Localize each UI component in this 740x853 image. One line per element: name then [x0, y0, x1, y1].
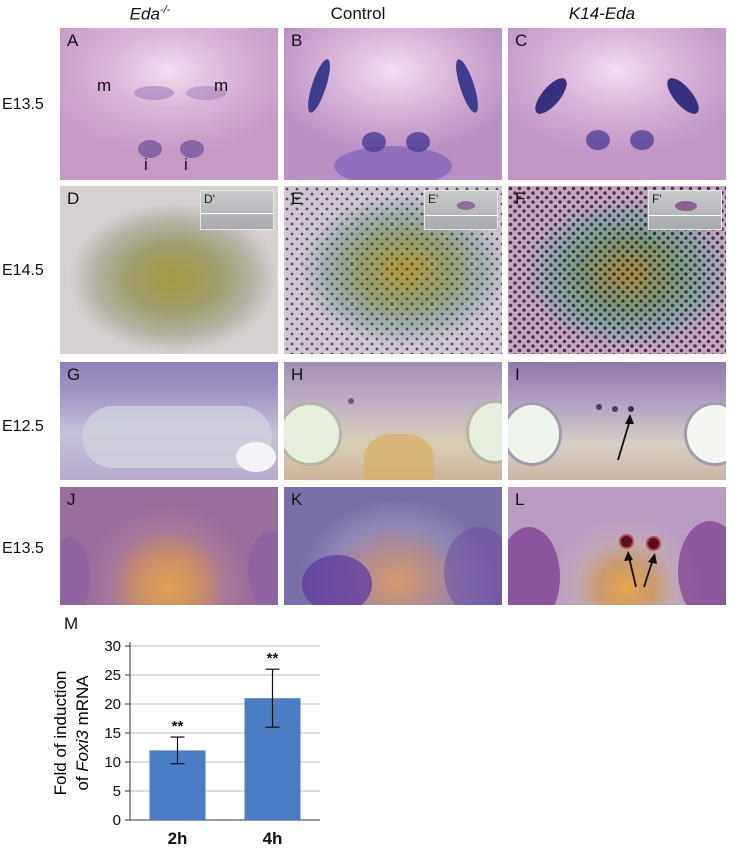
y-tick-label: 0 — [113, 812, 121, 829]
panel-label-g: G — [67, 365, 81, 384]
eye-region — [508, 402, 562, 466]
y-tick-label: 20 — [104, 696, 121, 713]
molar-stain-left — [303, 57, 335, 115]
tissue-area — [364, 434, 434, 480]
tissue-area — [444, 527, 502, 605]
panel-b: B — [284, 28, 502, 180]
inset-f-prime: F' — [648, 190, 722, 230]
incisor-bud — [406, 132, 430, 152]
panel-label-a: A — [67, 31, 79, 50]
arrow-icon — [624, 551, 657, 588]
molar-label-right: m — [214, 76, 229, 95]
placode-stain — [457, 201, 475, 210]
incisor-label-right: i — [184, 155, 188, 174]
y-tick-label: 10 — [104, 754, 121, 771]
column-header-control: Control — [330, 4, 386, 23]
panel-label-c: C — [515, 31, 528, 50]
molar-stain-left — [529, 73, 573, 119]
incisor-bud — [630, 130, 654, 150]
row-label-e12-5: E12.5 — [2, 418, 44, 435]
row-label-e13-5-b: E13.5 — [2, 540, 44, 557]
fold-induction-chart: 0 5 10 15 20 25 30 ** 2h ** 4h Fold of induction of … — [51, 638, 320, 848]
arrow-icon — [617, 414, 634, 461]
panel-label-e: E — [291, 189, 303, 208]
panel-label-h: H — [291, 365, 304, 384]
column-header-k14-eda: K14-Eda — [568, 4, 636, 23]
panel-c: C — [508, 28, 726, 180]
placode-stain — [675, 201, 697, 211]
panel-label-l: L — [515, 490, 525, 509]
molar-stain-right — [661, 73, 705, 119]
stain-spot — [612, 406, 618, 412]
incisor-label-left: i — [144, 155, 148, 174]
panel-j: J — [60, 487, 278, 605]
tissue-area — [248, 531, 278, 605]
stain-spot — [648, 538, 659, 549]
epithelium-line — [649, 215, 721, 216]
molar-label-left: m — [97, 76, 112, 95]
panel-e: E' E — [284, 186, 502, 354]
y-tick-label: 30 — [104, 638, 121, 655]
stain-spot — [134, 86, 174, 100]
incisor-bud — [586, 130, 610, 150]
eye-region — [684, 402, 726, 466]
incisor-bud — [138, 140, 162, 158]
row-label-e14-5: E14.5 — [2, 262, 44, 279]
inset-e-prime: E' — [424, 190, 498, 230]
y-tick-label: 15 — [104, 725, 121, 742]
panel-d: D' D — [60, 186, 278, 354]
stain-spot — [628, 406, 634, 412]
column-header-eda-ko: Eda-/- — [129, 4, 171, 24]
inset-label-e-prime: E' — [428, 192, 439, 206]
y-axis-label-line1: Fold of induction — [51, 671, 70, 796]
panel-label-b: B — [291, 31, 303, 50]
incisor-bud — [362, 132, 386, 152]
x-tick-label: 2h — [168, 829, 188, 848]
stain-spot — [596, 404, 602, 410]
y-tick-label: 25 — [104, 667, 121, 684]
panel-label-k: K — [291, 490, 303, 509]
chart-panel-label: M — [64, 614, 79, 633]
epithelium-line — [201, 213, 273, 214]
inset-label-d-prime: D' — [204, 192, 215, 206]
inset-d-prime: D' — [200, 190, 274, 230]
eye-region — [466, 400, 502, 464]
panel-f: F' F — [508, 186, 726, 354]
significance-label: ** — [267, 650, 279, 667]
eye-region — [236, 442, 276, 472]
y-axis-label-group: Fold of induction of Foxi3 mRNA — [51, 671, 92, 796]
incisor-region-stain — [334, 146, 452, 180]
panel-k: K — [284, 487, 502, 605]
x-tick-label: 4h — [263, 829, 283, 848]
molar-stain-right — [451, 57, 483, 115]
y-axis-label-line2: of Foxi3 mRNA — [73, 675, 92, 791]
significance-label: ** — [172, 718, 184, 735]
panel-l: L — [508, 487, 726, 605]
panel-label-j: J — [67, 490, 76, 509]
panel-i: I — [508, 362, 726, 480]
incisor-bud — [180, 140, 204, 158]
tissue-area — [60, 537, 90, 605]
tissue-area — [302, 555, 372, 605]
panel-label-d: D — [67, 189, 80, 208]
stain-spot — [621, 536, 632, 547]
epithelium-line — [425, 215, 497, 216]
eye-region — [284, 402, 342, 466]
panel-label-f: F — [515, 189, 526, 208]
panel-a: A m m i i — [60, 28, 278, 180]
panel-h: H — [284, 362, 502, 480]
panel-label-i: I — [515, 365, 520, 384]
stain-spot — [348, 398, 354, 404]
stain-spot — [186, 86, 226, 100]
panel-g: G — [60, 362, 278, 480]
row-label-e13-5-a: E13.5 — [2, 96, 44, 113]
y-tick-label: 5 — [113, 783, 121, 800]
inset-label-f-prime: F' — [652, 192, 662, 206]
